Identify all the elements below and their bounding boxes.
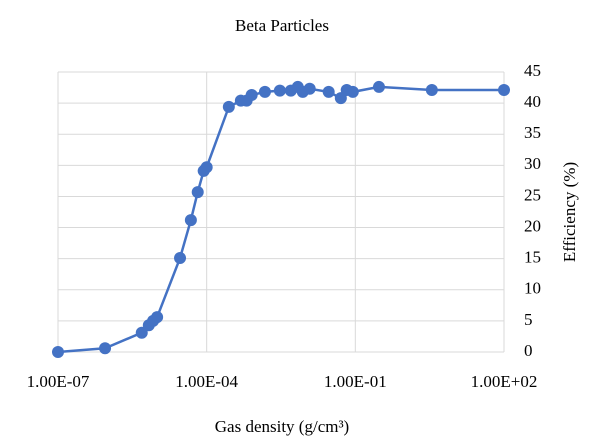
data-point (99, 342, 112, 355)
data-point (52, 346, 64, 358)
y-tick-label: 10 (524, 279, 541, 298)
y-tick-label: 35 (524, 123, 541, 142)
y-tick-label: 45 (524, 61, 541, 80)
y-tick-label: 25 (524, 185, 541, 204)
data-point (151, 311, 164, 324)
data-point (346, 85, 359, 98)
x-tick-label: 1.00E-07 (27, 372, 90, 391)
data-point (184, 214, 197, 227)
x-tick-label: 1.00E+02 (471, 372, 538, 391)
x-tick-label: 1.00E-04 (175, 372, 238, 391)
chart-title: Beta Particles (235, 16, 329, 35)
data-point (200, 161, 213, 174)
y-tick-label: 40 (524, 92, 541, 111)
y-tick-label: 20 (524, 216, 541, 235)
data-line (57, 85, 504, 354)
y-tick-label: 15 (524, 248, 541, 267)
data-point (303, 82, 316, 95)
data-point (135, 326, 148, 339)
data-point (174, 252, 187, 265)
data-point (245, 89, 258, 102)
y-tick-label: 0 (524, 341, 533, 360)
y-tick-label: 5 (524, 310, 533, 329)
data-point (273, 84, 286, 97)
data-point (191, 186, 204, 199)
data-point (372, 80, 385, 93)
y-tick-label: 30 (524, 154, 541, 173)
y-axis-label: Efficiency (%) (560, 162, 579, 262)
x-axis-label: Gas density (g/cm³) (215, 417, 349, 436)
data-point (498, 84, 510, 97)
data-point (425, 84, 438, 97)
data-point (222, 100, 235, 113)
x-tick-label: 1.00E-01 (324, 372, 387, 391)
data-point (322, 85, 335, 98)
data-point (258, 85, 271, 98)
